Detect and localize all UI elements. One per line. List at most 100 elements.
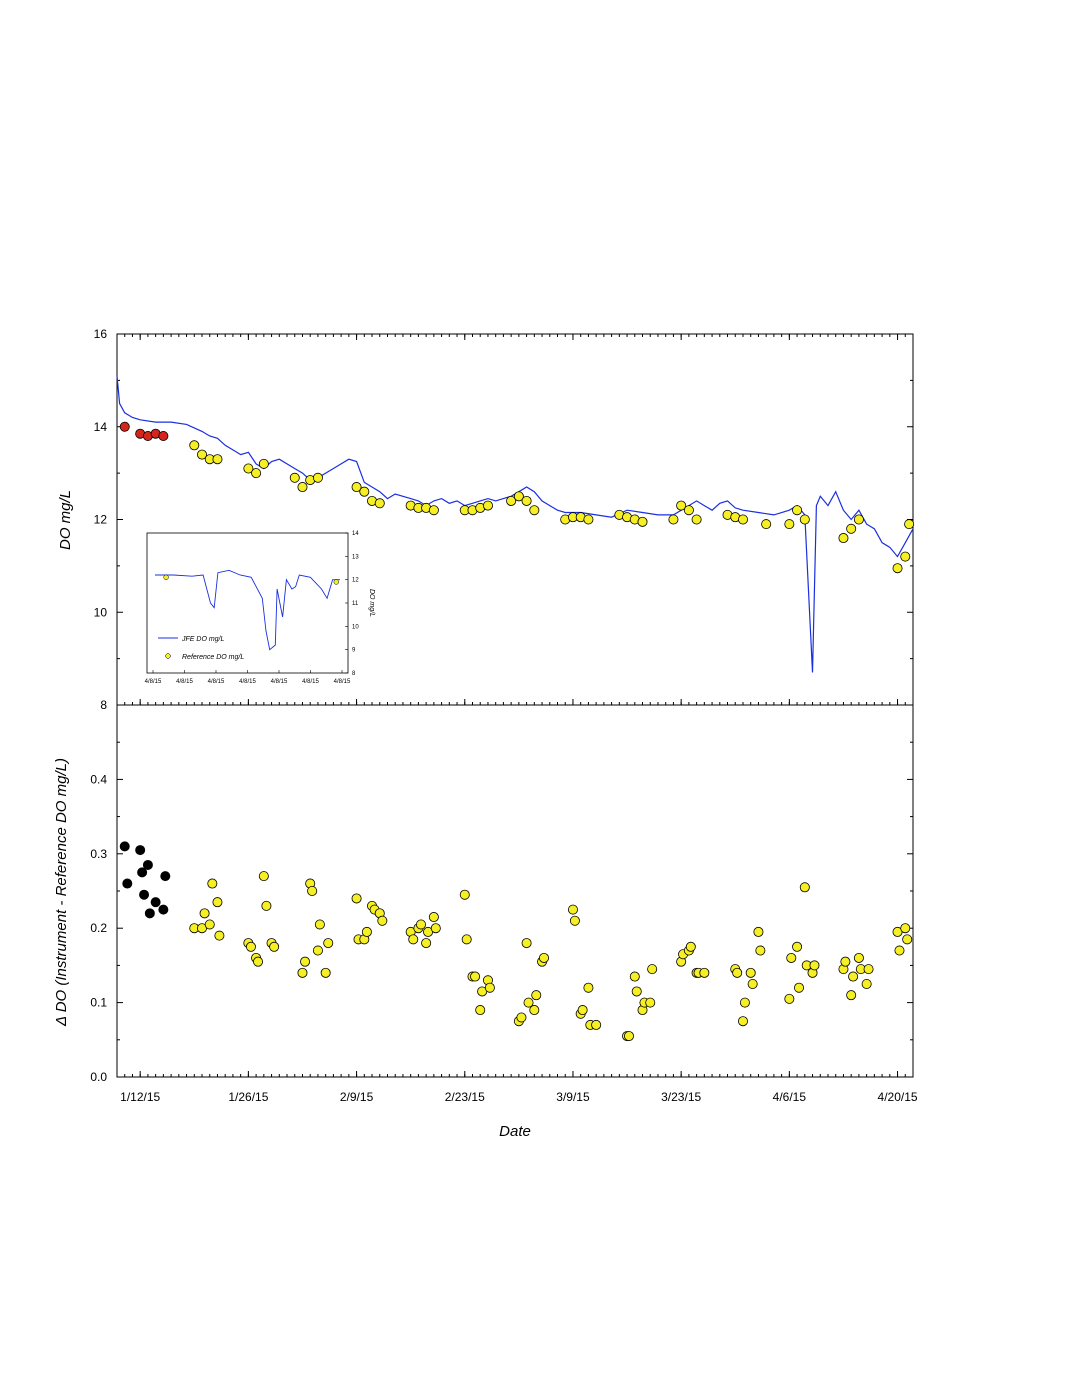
inset-y-tick-label: 9	[352, 648, 356, 654]
top-yellow-point	[521, 495, 532, 506]
bottom-yellow-point	[421, 938, 432, 949]
x-tick-label: 4/6/15	[773, 1090, 807, 1104]
inset-y-tick-label: 11	[352, 601, 359, 607]
inset-y-tick-label: 13	[352, 554, 359, 560]
bottom-yellow-point	[737, 1016, 748, 1027]
bottom-yellow-point	[207, 878, 218, 889]
bottom-yellow-point	[755, 945, 766, 956]
bottom-yellow-point	[747, 979, 758, 990]
top-yellow-point	[428, 505, 439, 516]
bottom-yellow-point	[300, 956, 311, 967]
bottom-yellow-point	[214, 930, 225, 941]
x-tick-label: 2/9/15	[340, 1090, 374, 1104]
top-yellow-point	[513, 491, 524, 502]
top-y-axis-label: DO mg/L	[57, 490, 74, 550]
bottom-yellow-point	[863, 964, 874, 975]
bottom-yellow-point	[846, 990, 857, 1001]
bottom-yellow-point	[361, 926, 372, 937]
inset-reference-point	[163, 574, 169, 580]
top-yellow-point	[761, 519, 772, 530]
inset-panel: 8 9 10 11 12 13 14 DO mg/L 4/8/15 4/8/15 4/8/15 4/8…	[145, 531, 375, 685]
top-yellow-point	[506, 495, 517, 506]
bottom-yellow-point	[799, 882, 810, 893]
inset-x-tick-label: 4/8/15	[176, 679, 193, 685]
bottom-yellow-point	[470, 971, 481, 982]
bottom-yellow-point	[521, 938, 532, 949]
top-yellow-point	[359, 486, 370, 497]
bottom-black-point	[144, 908, 155, 919]
top-yellow-point	[784, 519, 795, 530]
top-y-tick-label: 16	[94, 327, 108, 341]
bottom-yellow-point	[307, 886, 318, 897]
bottom-y-tick-label: 0.3	[90, 847, 107, 861]
bottom-yellow-point	[408, 934, 419, 945]
top-yellow-point	[482, 500, 493, 511]
bottom-yellow-point	[320, 967, 331, 978]
inset-x-tick-label: 4/8/15	[239, 679, 256, 685]
bottom-yellow-point	[484, 982, 495, 993]
bottom-yellow-point	[516, 1012, 527, 1023]
inset-series-line	[155, 569, 340, 651]
top-yellow-point	[258, 458, 269, 469]
bottom-yellow-point	[314, 919, 325, 930]
inset-x-tick-label: 4/8/15	[334, 679, 351, 685]
bottom-yellow-point	[739, 997, 750, 1008]
inset-x-tick-label: 4/8/15	[145, 679, 162, 685]
bottom-yellow-point	[699, 967, 710, 978]
bottom-black-point	[119, 841, 130, 852]
top-yellow-point	[189, 440, 200, 451]
top-panel: 8 10 12 14 16	[94, 327, 915, 712]
bottom-black-point	[150, 897, 161, 908]
x-tick-label: 3/9/15	[556, 1090, 590, 1104]
top-yellow-point	[197, 449, 208, 460]
bottom-yellow-point	[840, 956, 851, 967]
bottom-yellow-point	[629, 971, 640, 982]
top-yellow-point	[297, 482, 308, 493]
bottom-yellow-point	[848, 971, 859, 982]
inset-x-tick-label: 4/8/15	[208, 679, 225, 685]
top-yellow-point	[892, 563, 903, 574]
bottom-yellow-point	[685, 941, 696, 952]
bottom-yellow-point	[430, 923, 441, 934]
top-y-tick-label: 12	[94, 513, 108, 527]
bottom-yellow-point	[459, 889, 470, 900]
top-y-tick-label: 8	[100, 698, 107, 712]
top-yellow-point	[904, 519, 915, 530]
bottom-black-point	[137, 867, 148, 878]
x-tick-label: 3/23/15	[661, 1090, 701, 1104]
bottom-yellow-point	[631, 986, 642, 997]
inset-y-tick-label: 12	[352, 578, 359, 584]
bottom-yellow-point	[569, 915, 580, 926]
bottom-black-point	[122, 878, 133, 889]
top-yellow-point	[243, 463, 254, 474]
bottom-yellow-point	[204, 919, 215, 930]
top-yellow-point	[583, 514, 594, 525]
x-tick-label: 2/23/15	[445, 1090, 485, 1104]
bottom-yellow-point	[792, 941, 803, 952]
x-axis-label: Date	[499, 1123, 531, 1140]
bottom-yellow-point	[786, 952, 797, 963]
bottom-yellow-point	[900, 923, 911, 934]
top-yellow-point	[251, 468, 262, 479]
top-red-point	[158, 431, 169, 442]
top-yellow-point	[676, 500, 687, 511]
x-tick-label: 4/20/15	[878, 1090, 918, 1104]
x-tick-label: 1/26/15	[228, 1090, 268, 1104]
inset-frame	[146, 532, 349, 674]
top-yellow-point	[529, 505, 540, 516]
bottom-yellow-point	[297, 967, 308, 978]
top-yellow-point	[792, 505, 803, 516]
top-yellow-point	[846, 523, 857, 534]
top-y-tick-label: 10	[94, 605, 108, 619]
bottom-yellow-point	[861, 979, 872, 990]
bottom-yellow-point	[415, 919, 426, 930]
bottom-yellow-point	[591, 1019, 602, 1030]
bottom-yellow-point	[258, 871, 269, 882]
bottom-yellow-point	[312, 945, 323, 956]
bottom-yellow-point	[261, 900, 272, 911]
bottom-yellow-point	[245, 941, 256, 952]
bottom-yellow-point	[809, 960, 820, 971]
top-yellow-point	[900, 551, 911, 562]
inset-y-tick-label: 14	[352, 531, 359, 537]
bottom-yellow-point	[531, 990, 542, 1001]
